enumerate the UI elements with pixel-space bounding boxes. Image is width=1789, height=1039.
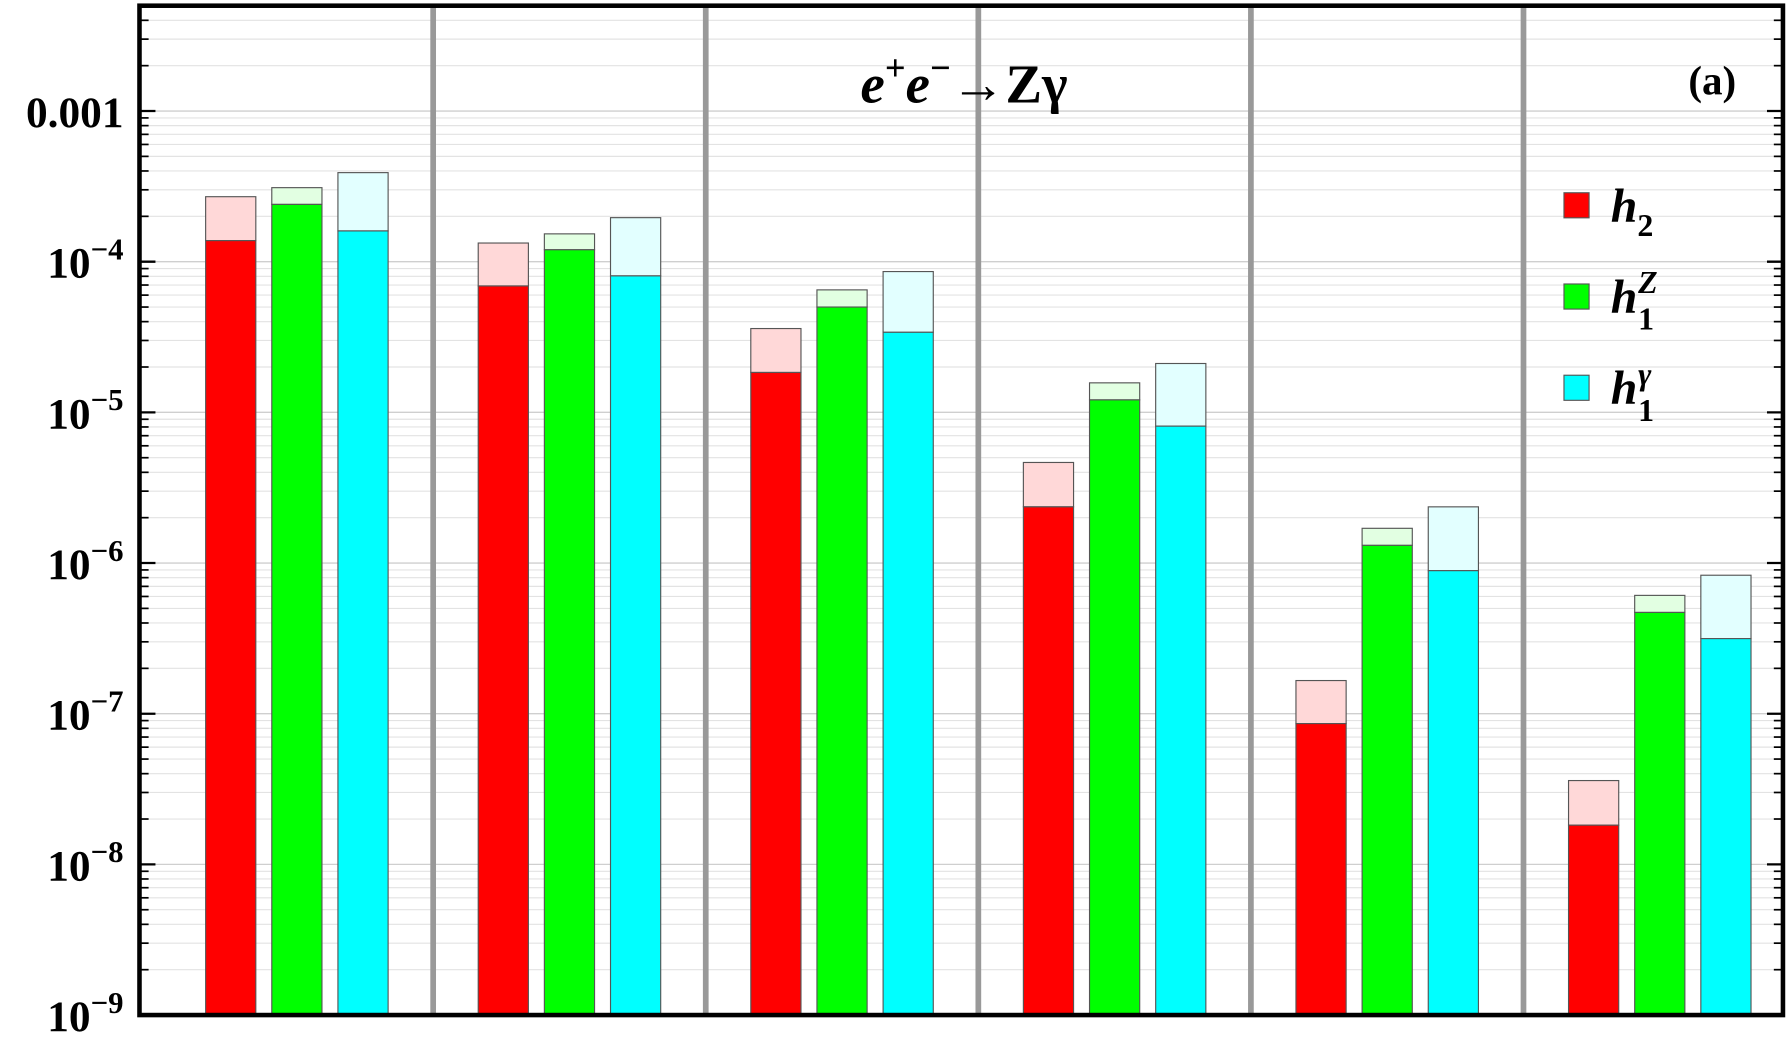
bar	[1361, 544, 1413, 1016]
bar-upper	[816, 289, 868, 308]
bar	[750, 371, 802, 1016]
bar	[477, 285, 529, 1016]
y-tick-base: 10	[47, 240, 90, 288]
bar	[1634, 611, 1686, 1016]
y-tick-label: 10−4	[47, 232, 123, 287]
y-tick-base: 10	[47, 692, 90, 740]
bar-upper	[1088, 382, 1141, 401]
bar-upper	[1022, 461, 1075, 508]
title-sup: −	[930, 47, 951, 88]
title-sup: +	[885, 47, 906, 88]
legend-label: h2	[1611, 179, 1654, 243]
legend-label: hZ 1	[1611, 265, 1658, 336]
y-tick-exponent: −5	[91, 383, 124, 417]
y-tick-label: 0.001	[26, 89, 124, 137]
bar	[1295, 723, 1347, 1016]
bar	[1022, 506, 1075, 1016]
y-tick-label: 10−6	[47, 534, 123, 589]
bar-upper	[1567, 779, 1620, 826]
legend-superscript: γ	[1638, 356, 1652, 391]
y-tick-base: 10	[47, 541, 90, 589]
y-tick-exponent: −7	[91, 684, 124, 718]
bar-upper	[1361, 527, 1413, 546]
y-tick-label: 10−9	[47, 986, 123, 1039]
y-tick-base: 10	[47, 993, 90, 1039]
bar-upper	[271, 187, 323, 205]
bar	[205, 240, 257, 1016]
legend-name: h	[1611, 179, 1638, 232]
plot-frame	[137, 3, 1786, 1018]
legend-superscript: Z	[1637, 265, 1658, 300]
y-tick-base: 10	[47, 390, 90, 438]
legend-swatch	[1563, 283, 1590, 310]
bar-upper	[1295, 679, 1347, 725]
legend-subscript: 2	[1637, 208, 1653, 243]
bar	[1155, 425, 1207, 1016]
y-tick-exponent: −9	[91, 986, 124, 1020]
bar-upper	[1634, 594, 1686, 614]
legend-name: h	[1611, 362, 1638, 415]
y-tick-exponent: −8	[91, 835, 124, 869]
bar	[1088, 399, 1141, 1016]
legend-swatch	[1563, 192, 1590, 219]
bar	[271, 203, 323, 1016]
legend-subscript: 1	[1638, 302, 1654, 337]
y-tick-value: 0.001	[26, 89, 124, 137]
bar-upper	[750, 327, 802, 374]
bar	[1567, 824, 1620, 1016]
y-tick-exponent: −4	[91, 232, 124, 266]
title-part: e	[906, 54, 930, 115]
bar-upper	[543, 233, 596, 251]
bar-upper	[1700, 574, 1752, 640]
bar-upper	[1155, 362, 1207, 427]
bar-upper	[337, 172, 389, 232]
y-tick-label: 10−8	[47, 835, 123, 890]
title-part: e	[861, 54, 885, 115]
legend-name: h	[1611, 270, 1638, 323]
bar	[337, 230, 389, 1016]
annotation: (a)	[1688, 58, 1736, 104]
legend-subscript: 1	[1638, 393, 1654, 428]
bar	[882, 331, 934, 1016]
bar-upper	[882, 270, 934, 333]
y-tick-exponent: −6	[91, 534, 124, 568]
bar	[1700, 638, 1752, 1016]
y-tick-label: 10−5	[47, 383, 123, 438]
legend-label: hγ 1	[1611, 356, 1654, 427]
bar	[609, 275, 662, 1016]
bar-upper	[205, 196, 257, 242]
bar-upper	[609, 217, 662, 277]
y-tick-base: 10	[47, 842, 90, 890]
bar-upper	[1427, 506, 1480, 572]
bar-upper	[477, 242, 529, 287]
bar	[816, 306, 868, 1016]
bar	[1427, 570, 1480, 1016]
title-part: →Zγ	[951, 54, 1068, 115]
chart-title: e+e−→Zγ	[861, 47, 1068, 115]
y-tick-label: 10−7	[47, 684, 123, 739]
legend-swatch	[1563, 374, 1590, 401]
bar	[543, 249, 596, 1016]
